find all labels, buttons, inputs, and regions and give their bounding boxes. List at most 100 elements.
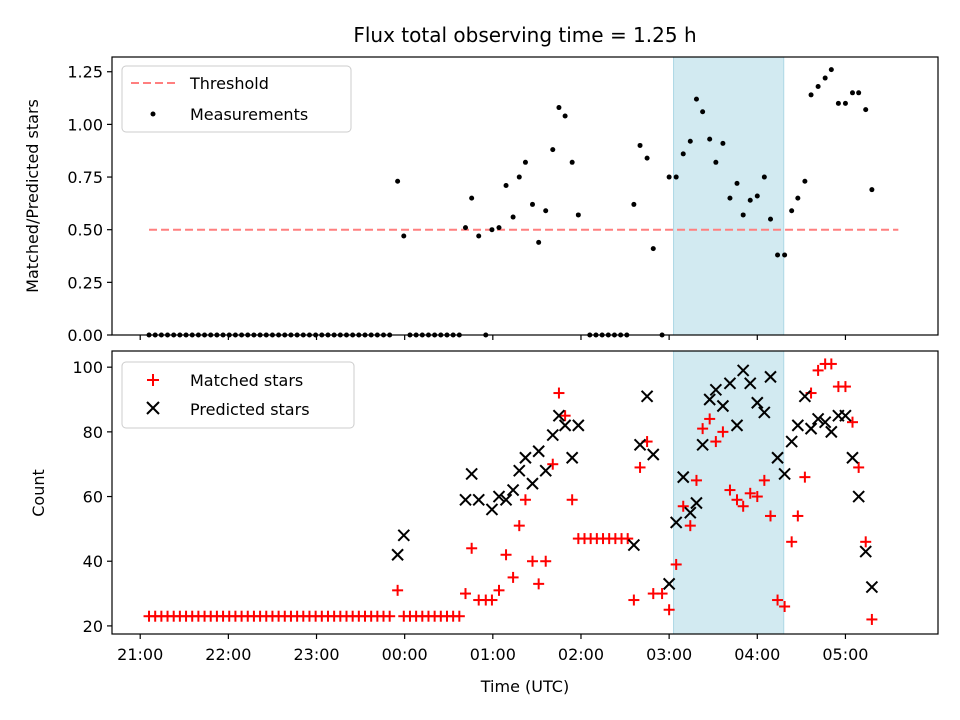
matched-star-point — [786, 536, 798, 548]
predicted-star-point — [751, 396, 764, 409]
predicted-star-point — [758, 406, 771, 419]
matched-star-point — [744, 487, 756, 499]
top-y-tick-label: 0.75 — [67, 168, 103, 187]
predicted-star-point — [647, 448, 660, 461]
matched-star-point — [860, 536, 872, 548]
predicted-star-point — [539, 464, 552, 477]
matched-star-point — [866, 613, 878, 625]
matched-star-point — [540, 555, 552, 567]
x-tick-label: 04:00 — [734, 645, 780, 664]
measurement-point — [828, 67, 834, 73]
legend-predicted-swatch — [146, 401, 160, 415]
matched-star-point — [825, 358, 837, 370]
measurement-point — [849, 90, 855, 96]
measurement-point — [720, 140, 726, 146]
top-y-tick-label: 0.00 — [67, 326, 103, 345]
matched-star-point — [656, 588, 668, 600]
predicted-star-point — [640, 390, 654, 403]
top-legend: Threshold Measurements — [121, 65, 352, 133]
predicted-star-point — [472, 493, 485, 506]
measurement-point — [693, 96, 699, 102]
measurement-point — [707, 136, 713, 142]
predicted-star-point — [771, 451, 784, 464]
predicted-star-point — [546, 428, 559, 442]
measurement-point — [740, 212, 746, 218]
matched-star-point — [486, 594, 498, 606]
measurement-point — [516, 174, 522, 180]
predicted-star-point — [696, 438, 709, 452]
x-tick-label: 00:00 — [382, 645, 428, 664]
matched-star-point — [792, 510, 804, 522]
bottom-axes-frame — [111, 350, 939, 635]
bottom-y-tick-label: 60 — [83, 488, 103, 507]
measurement-point — [666, 174, 672, 180]
predicted-star-point — [730, 419, 744, 432]
measurement-point — [510, 214, 516, 220]
predicted-star-point — [839, 409, 852, 422]
predicted-star-point — [764, 370, 777, 384]
predicted-star-point — [552, 409, 566, 422]
predicted-star-point — [459, 493, 472, 506]
predicted-star-point — [703, 393, 716, 406]
measurement-point — [680, 151, 686, 157]
measurement-point — [543, 208, 549, 214]
predicted-star-point — [825, 425, 838, 439]
x-tick-label: 23:00 — [293, 645, 339, 664]
measurement-point — [476, 233, 482, 239]
measurement-point — [637, 142, 643, 148]
measurement-point — [575, 212, 581, 218]
predicted-star-point — [669, 516, 683, 529]
predicted-star-point — [785, 435, 798, 448]
measurement-point — [469, 195, 475, 201]
measurement-point — [562, 113, 568, 119]
matched-star-point — [758, 474, 770, 486]
matched-star-point — [839, 381, 851, 393]
measurement-point — [673, 174, 679, 180]
measurement-point — [842, 100, 848, 106]
predicted-star-point — [804, 422, 818, 435]
x-tick-label: 01:00 — [470, 645, 516, 664]
predicted-star-point — [677, 470, 690, 484]
matched-star-point — [493, 584, 505, 596]
measurement-point — [869, 187, 875, 193]
matched-star-point — [628, 594, 640, 606]
bottom-y-tick-label: 80 — [83, 423, 103, 442]
predicted-star-point — [485, 503, 499, 516]
matched-star-point — [684, 520, 696, 532]
matched-star-point — [704, 413, 716, 425]
matched-star-point — [547, 458, 559, 470]
matched-star-point — [500, 549, 512, 561]
matched-star-point — [812, 364, 824, 376]
x-tick-label: 05:00 — [822, 645, 868, 664]
predicted-star-point — [492, 490, 506, 503]
matched-star-point — [459, 588, 471, 600]
matched-star-point — [779, 601, 791, 613]
x-tick-label: 21:00 — [117, 645, 163, 664]
predicted-star-point — [506, 483, 520, 497]
measurement-point — [569, 159, 575, 165]
predicted-star-point — [662, 577, 676, 591]
measurement-point — [734, 180, 740, 186]
measurement-point — [462, 225, 468, 231]
x-tick-label: 02:00 — [558, 645, 604, 664]
matched-star-point — [526, 555, 538, 567]
matched-star-point — [634, 461, 646, 473]
measurement-point — [631, 201, 637, 207]
predicted-star-point — [818, 415, 832, 429]
predicted-star-point — [736, 364, 750, 377]
predicted-star-point — [852, 490, 865, 503]
measurement-point — [863, 107, 869, 113]
measurement-point — [529, 201, 535, 207]
measurement-point — [775, 252, 781, 258]
measurement-point — [550, 147, 556, 153]
matched-star-point — [765, 510, 777, 522]
predicted-star-point — [791, 419, 805, 432]
predicted-star-point — [627, 538, 641, 552]
measurement-point — [687, 138, 693, 144]
predicted-star-point — [723, 377, 737, 390]
measurement-point — [395, 178, 401, 184]
x-tick-label: 03:00 — [646, 645, 692, 664]
measurement-point — [802, 178, 808, 184]
top-y-tick-label: 0.50 — [67, 221, 103, 240]
